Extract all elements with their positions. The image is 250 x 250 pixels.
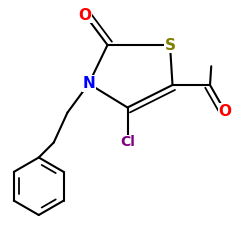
Text: O: O [78, 8, 92, 22]
Text: S: S [164, 38, 175, 52]
Text: Cl: Cl [120, 136, 135, 149]
Text: N: N [82, 76, 95, 91]
Text: O: O [218, 104, 232, 119]
